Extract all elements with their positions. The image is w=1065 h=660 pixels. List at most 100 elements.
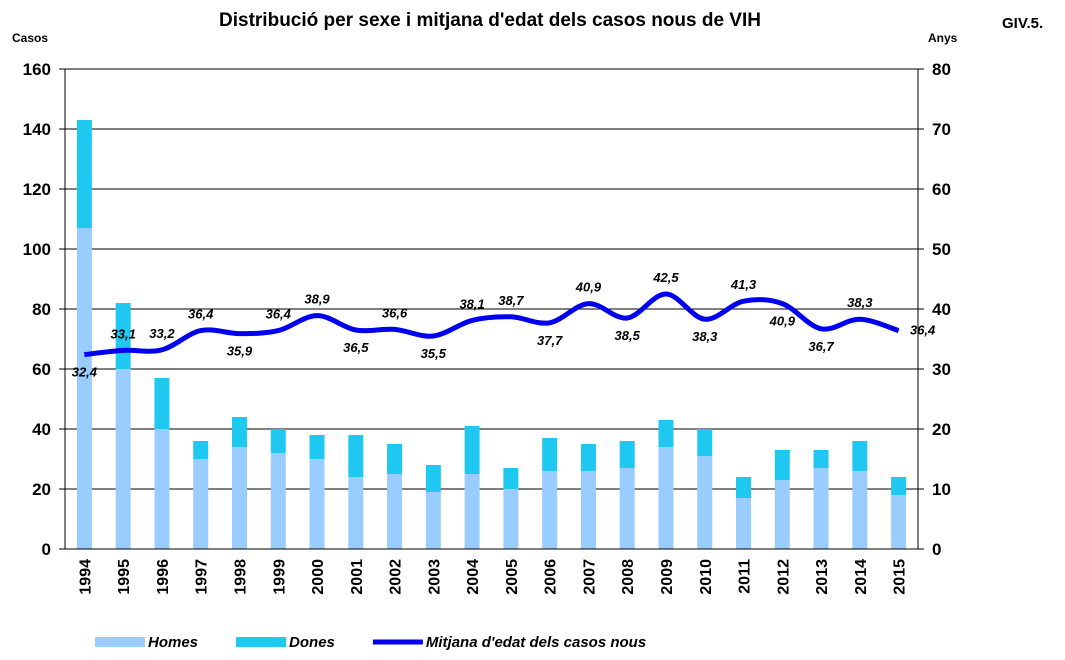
bar-segment	[619, 441, 635, 468]
x-tick-label: 2005	[504, 559, 521, 595]
data-label: 36,4	[266, 307, 292, 322]
x-tick-label: 2007	[581, 559, 598, 595]
y-tick-label: 120	[23, 180, 51, 199]
bar-segment	[736, 498, 752, 549]
y-tick-label: 40	[32, 420, 51, 439]
data-label: 37,7	[537, 333, 563, 348]
x-tick-label: 1999	[271, 559, 288, 595]
y-axis-label: Casos	[12, 31, 48, 45]
bar-segment	[387, 474, 403, 549]
bar-segment	[193, 459, 209, 549]
x-tick-label: 2003	[426, 559, 443, 595]
bar-segment	[852, 441, 868, 471]
bar-segment	[193, 441, 209, 459]
data-label: 36,5	[343, 340, 369, 355]
bar-segment	[503, 489, 519, 549]
bar-segment	[348, 435, 364, 477]
bar-segment	[503, 468, 519, 489]
y-tick-label: 140	[23, 120, 51, 139]
bar-segment	[115, 369, 131, 549]
bar-segment	[658, 420, 674, 447]
data-label: 38,3	[847, 295, 873, 310]
bar-segment	[697, 429, 713, 456]
data-label: 33,2	[149, 326, 175, 341]
x-tick-label: 1995	[116, 559, 133, 595]
data-label: 32,4	[72, 365, 98, 380]
x-tick-label: 1996	[155, 559, 172, 595]
bar-segment	[580, 444, 596, 471]
x-tick-label: 1997	[194, 559, 211, 595]
legend-label: Mitjana d'edat dels casos nous	[426, 634, 646, 651]
data-label: 38,3	[692, 329, 718, 344]
bar-segment	[580, 471, 596, 549]
y2-axis-label: Anys	[928, 31, 958, 45]
corner-label: GIV.5.	[1002, 15, 1043, 32]
bar-segment	[852, 471, 868, 549]
bar-segment	[619, 468, 635, 549]
data-label: 40,9	[575, 280, 602, 295]
bar-segment	[736, 477, 752, 498]
line	[84, 291, 900, 358]
bar-segment	[464, 474, 480, 549]
bar-segment	[891, 495, 907, 549]
x-tick-label: 2009	[659, 559, 676, 595]
bar-segment	[231, 447, 247, 549]
y2-tick-label: 40	[932, 300, 951, 319]
bar-segment	[464, 426, 480, 474]
bar-segment	[76, 228, 92, 549]
bar-segment	[774, 450, 790, 480]
x-tick-label: 2002	[388, 559, 405, 595]
chart-title: Distribució per sexe i mitjana d'edat de…	[219, 10, 761, 31]
y-tick-label: 160	[23, 60, 51, 79]
bar-segment	[774, 480, 790, 549]
bar-segment	[348, 477, 364, 549]
legend-swatch	[95, 637, 145, 647]
bar-segment	[542, 471, 558, 549]
y2-tick-label: 70	[932, 120, 951, 139]
x-tick-label: 2013	[814, 559, 831, 595]
y2-tick-label: 50	[932, 240, 951, 259]
x-tick-label: 2000	[310, 559, 327, 595]
x-tick-label: 2001	[349, 559, 366, 595]
data-label: 36,6	[382, 305, 408, 320]
bar-segment	[542, 438, 558, 471]
data-label: 35,5	[421, 346, 447, 361]
bar-segment	[76, 120, 92, 228]
data-label: 36,4	[910, 323, 936, 338]
bar-segment	[387, 444, 403, 474]
bar-segment	[309, 435, 325, 459]
bar-segment	[813, 450, 829, 468]
legend-swatch	[236, 637, 287, 647]
legend-label: Homes	[148, 634, 198, 651]
bar-segment	[154, 429, 170, 549]
y2-tick-label: 0	[932, 540, 941, 559]
x-tick-label: 2006	[543, 559, 560, 595]
bar-segment	[154, 378, 170, 429]
legend-label: Dones	[289, 634, 335, 651]
x-tick-label: 2008	[620, 559, 637, 595]
bar-segment	[425, 492, 441, 549]
bar-segment	[813, 468, 829, 549]
bar-segment	[891, 477, 907, 495]
y-tick-label: 100	[23, 240, 51, 259]
y2-tick-label: 60	[932, 180, 951, 199]
y2-tick-label: 20	[932, 420, 951, 439]
bar-segment	[658, 447, 674, 549]
bar-segment	[231, 417, 247, 447]
x-tick-label: 2011	[737, 559, 754, 594]
data-label: 42,5	[652, 270, 679, 285]
data-label: 40,9	[769, 314, 796, 329]
x-tick-label: 1998	[232, 559, 249, 595]
x-tick-label: 2004	[465, 559, 482, 595]
y-tick-label: 0	[42, 540, 51, 559]
x-tick-label: 2012	[775, 559, 792, 595]
y2-tick-label: 30	[932, 360, 951, 379]
x-tick-label: 2014	[853, 559, 870, 595]
data-label: 41,3	[730, 277, 757, 292]
bar-segment	[425, 465, 441, 492]
bar-segment	[270, 429, 286, 453]
data-label: 38,9	[304, 292, 330, 307]
x-tick-label: 2015	[892, 559, 909, 595]
y2-tick-label: 80	[932, 60, 951, 79]
data-label: 33,1	[111, 326, 136, 341]
